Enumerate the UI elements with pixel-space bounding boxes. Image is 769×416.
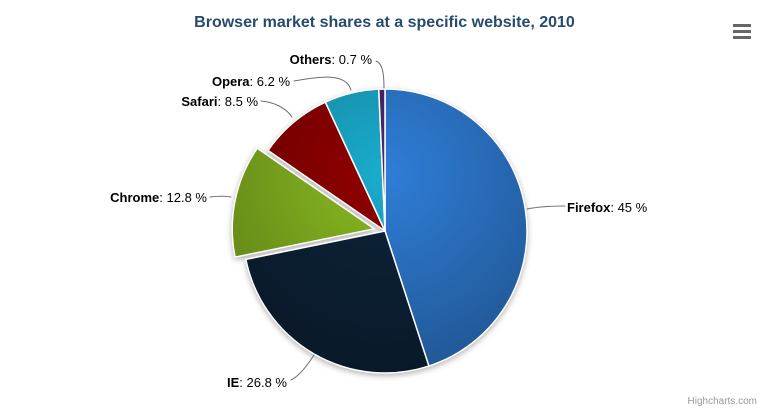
pie-slice-others[interactable] bbox=[378, 88, 386, 232]
credits-link[interactable]: Highcharts.com bbox=[687, 396, 757, 407]
label-connector-ie bbox=[290, 354, 315, 381]
data-label-value: : 0.7 % bbox=[331, 52, 372, 67]
data-label-name: Opera bbox=[211, 74, 250, 89]
pie-slice-chrome[interactable] bbox=[231, 147, 375, 258]
data-label-value: : 12.8 % bbox=[159, 190, 207, 205]
data-label-name: Chrome bbox=[110, 190, 160, 205]
data-label-name: Firefox bbox=[567, 200, 611, 215]
data-label-value: : 26.8 % bbox=[239, 375, 287, 390]
data-label-others[interactable]: Others: 0.7 % bbox=[290, 52, 372, 67]
label-connector-chrome bbox=[209, 195, 232, 198]
data-label-name: IE bbox=[227, 375, 240, 390]
pie-slice-ie[interactable] bbox=[245, 230, 430, 374]
label-connector-opera bbox=[293, 76, 352, 91]
data-label-firefox[interactable]: Firefox: 45 % bbox=[567, 200, 647, 215]
data-label-opera[interactable]: Opera: 6.2 % bbox=[212, 74, 290, 89]
pie-series bbox=[231, 88, 528, 374]
chart-title: Browser market shares at a specific webs… bbox=[194, 14, 575, 31]
export-menu-button[interactable] bbox=[730, 20, 754, 42]
data-label-value: : 45 % bbox=[610, 200, 648, 215]
data-label-chrome[interactable]: Chrome: 12.8 % bbox=[110, 190, 207, 205]
hamburger-icon bbox=[733, 23, 751, 39]
data-label-ie[interactable]: IE: 26.8 % bbox=[227, 375, 287, 390]
data-label-safari[interactable]: Safari: 8.5 % bbox=[181, 94, 258, 109]
pie-slice-firefox[interactable] bbox=[384, 88, 528, 367]
data-label-name: Others bbox=[289, 52, 332, 67]
data-label-value: : 6.2 % bbox=[249, 74, 290, 89]
data-label-name: Safari bbox=[181, 94, 218, 109]
label-connector-firefox bbox=[526, 205, 566, 210]
label-connector-others bbox=[375, 60, 385, 89]
label-connector-safari bbox=[260, 100, 293, 118]
data-label-value: : 8.5 % bbox=[217, 94, 258, 109]
